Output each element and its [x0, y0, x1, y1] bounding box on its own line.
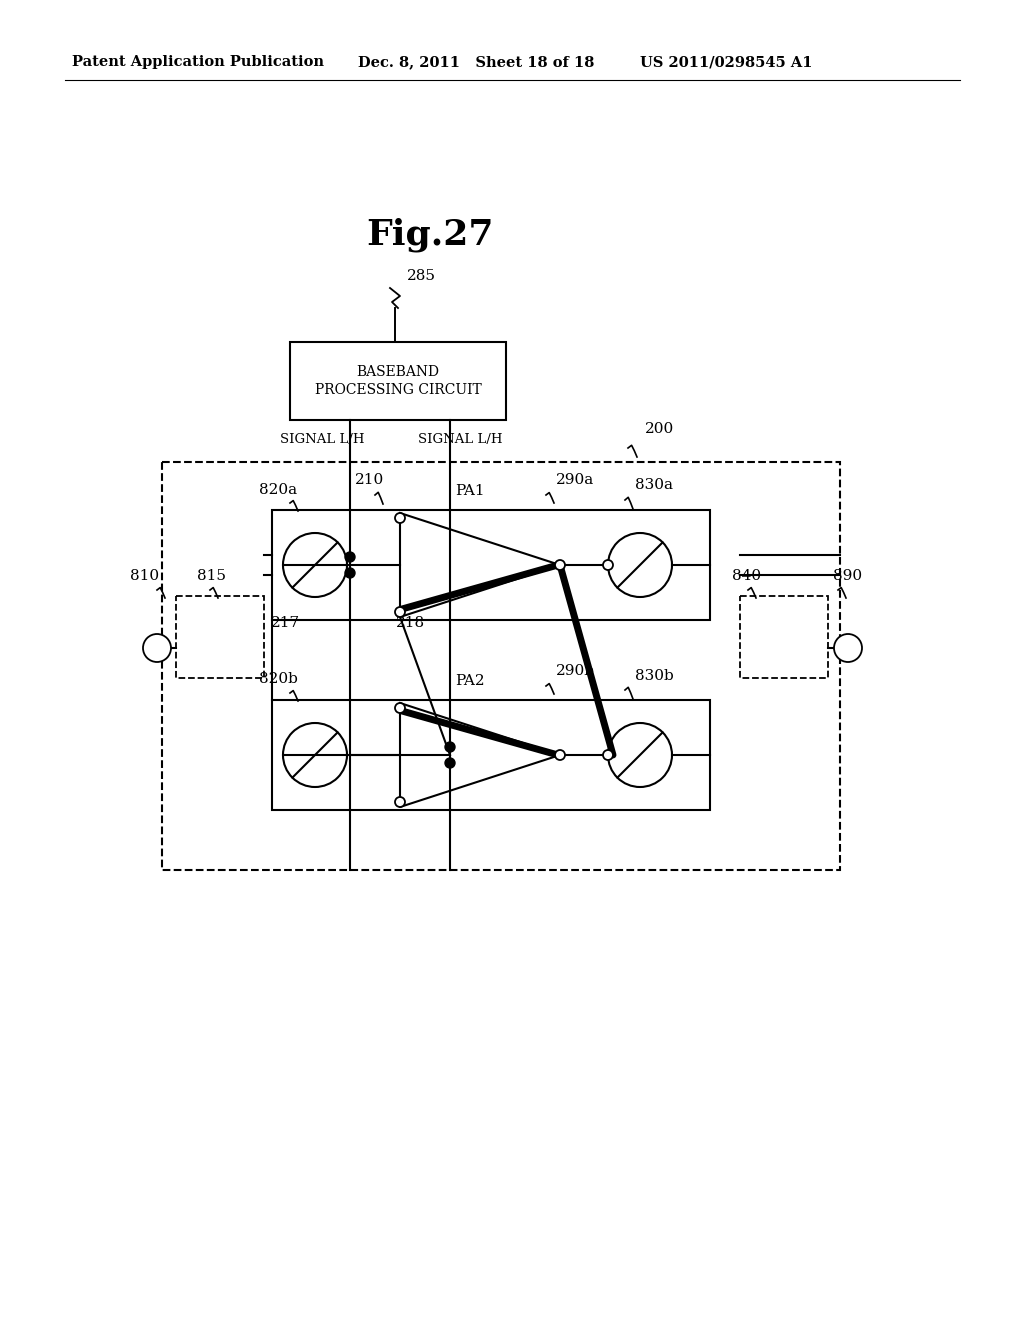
- Circle shape: [345, 552, 355, 562]
- Text: 820b: 820b: [259, 672, 297, 686]
- Bar: [290, 342, 506, 420]
- Bar: [740, 597, 828, 678]
- Text: 890: 890: [834, 569, 862, 583]
- Text: 290b: 290b: [556, 664, 595, 678]
- Circle shape: [395, 513, 406, 523]
- Circle shape: [834, 634, 862, 663]
- Text: 820a: 820a: [259, 483, 297, 498]
- Text: PA1: PA1: [456, 484, 484, 498]
- Text: 815: 815: [198, 569, 226, 583]
- Circle shape: [555, 750, 565, 760]
- Circle shape: [395, 797, 406, 807]
- Text: SIGNAL L/H: SIGNAL L/H: [280, 433, 365, 446]
- Text: Fig.27: Fig.27: [367, 218, 494, 252]
- Text: 290a: 290a: [556, 473, 594, 487]
- Bar: [272, 510, 710, 620]
- Text: 210: 210: [355, 473, 385, 487]
- Circle shape: [555, 560, 565, 570]
- Bar: [162, 462, 840, 870]
- Circle shape: [445, 742, 455, 752]
- Circle shape: [395, 607, 406, 616]
- Text: PA2: PA2: [456, 675, 484, 688]
- Circle shape: [345, 568, 355, 578]
- Text: 285: 285: [407, 269, 436, 282]
- Circle shape: [603, 560, 613, 570]
- Bar: [272, 700, 710, 810]
- Circle shape: [395, 704, 406, 713]
- Circle shape: [143, 634, 171, 663]
- Text: 830a: 830a: [635, 478, 673, 492]
- Bar: [176, 597, 264, 678]
- Text: 830b: 830b: [635, 669, 674, 682]
- Text: Dec. 8, 2011   Sheet 18 of 18: Dec. 8, 2011 Sheet 18 of 18: [358, 55, 594, 69]
- Text: Patent Application Publication: Patent Application Publication: [72, 55, 324, 69]
- Text: 217: 217: [270, 616, 300, 630]
- Circle shape: [603, 750, 613, 760]
- Text: US 2011/0298545 A1: US 2011/0298545 A1: [640, 55, 812, 69]
- Text: BASEBAND
PROCESSING CIRCUIT: BASEBAND PROCESSING CIRCUIT: [314, 364, 481, 397]
- Text: 218: 218: [396, 616, 425, 630]
- Circle shape: [445, 758, 455, 768]
- Text: SIGNAL L/H: SIGNAL L/H: [418, 433, 502, 446]
- Text: 840: 840: [732, 569, 762, 583]
- Text: 200: 200: [645, 422, 674, 436]
- Text: 810: 810: [130, 569, 160, 583]
